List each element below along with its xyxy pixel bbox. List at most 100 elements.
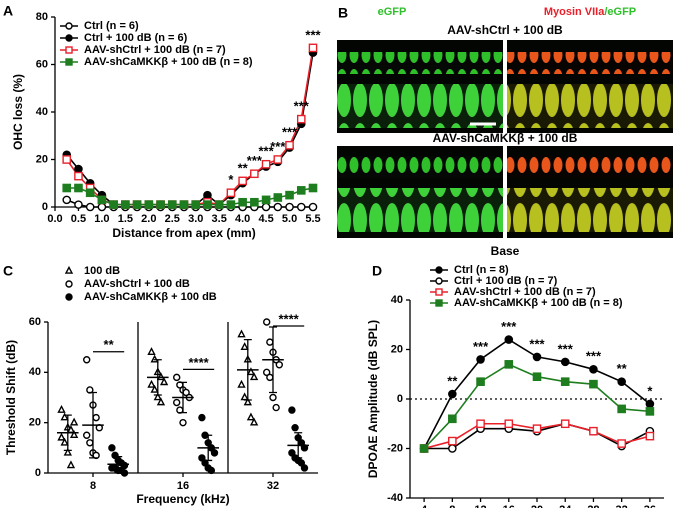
significance-label: *** xyxy=(305,27,321,42)
x-tick-label: 24 xyxy=(559,504,572,508)
marker xyxy=(132,200,142,209)
x-tick-label: 4.0 xyxy=(235,213,250,225)
marker xyxy=(74,200,83,209)
x-tick-label: 32 xyxy=(616,504,628,508)
panel-label: C xyxy=(3,263,13,279)
significance-label: *** xyxy=(270,139,286,154)
marker xyxy=(60,412,69,421)
x-tick-label: 8 xyxy=(449,504,455,508)
marker xyxy=(249,372,259,381)
marker xyxy=(69,417,79,426)
marker xyxy=(300,464,309,472)
legend-marker xyxy=(65,58,73,66)
marker xyxy=(74,164,83,174)
marker xyxy=(109,200,118,209)
y-tick-label: 40 xyxy=(36,106,48,118)
marker xyxy=(147,379,156,388)
marker xyxy=(74,171,83,181)
x-tick-label: 16 xyxy=(503,504,515,508)
marker xyxy=(308,183,318,193)
y-tick-label: -40 xyxy=(387,492,403,504)
marker xyxy=(150,354,159,363)
x-axis-label: Frequency (kHz) xyxy=(136,492,229,506)
marker xyxy=(617,439,626,448)
significance-label: **** xyxy=(188,355,209,370)
marker xyxy=(210,449,219,457)
x-tick-label: 20 xyxy=(531,504,543,508)
significance-label: *** xyxy=(294,99,310,114)
marker xyxy=(179,418,187,427)
legend-label: AAV-shCaMKKβ + 100 dB (n = 8) xyxy=(84,56,253,68)
significance-label: *** xyxy=(258,144,274,159)
legend-marker xyxy=(65,46,73,54)
marker xyxy=(57,432,66,441)
row-label: AAV-shCaMKKβ + 100 dB xyxy=(433,131,578,145)
y-tick-label: -20 xyxy=(387,442,403,454)
marker xyxy=(57,404,66,413)
marker xyxy=(214,200,224,209)
x-tick-label: 0.0 xyxy=(47,213,62,225)
significance-label: *** xyxy=(529,336,545,351)
marker xyxy=(63,447,72,456)
marker xyxy=(156,200,165,209)
marker xyxy=(62,183,72,193)
marker xyxy=(144,200,154,209)
y-tick-label: 0 xyxy=(42,201,48,213)
marker xyxy=(532,372,542,382)
error-bar xyxy=(204,434,213,462)
marker xyxy=(617,404,626,414)
significance-label: ** xyxy=(104,337,115,352)
marker xyxy=(62,155,72,164)
y-tick-label: 40 xyxy=(391,294,403,306)
marker xyxy=(288,449,296,457)
channel-label-red: Myosin VIIa xyxy=(544,6,605,18)
legend-label: Ctrl + 100 dB (n = 6) xyxy=(84,32,188,44)
x-tick-label: 5.5 xyxy=(305,213,320,225)
marker xyxy=(273,202,283,212)
marker xyxy=(308,202,318,212)
marker xyxy=(560,377,570,386)
significance-label: *** xyxy=(282,125,298,140)
marker xyxy=(203,190,212,200)
marker xyxy=(448,389,457,399)
marker xyxy=(448,436,457,446)
marker xyxy=(150,384,159,393)
marker xyxy=(85,202,95,212)
marker xyxy=(82,356,91,364)
marker xyxy=(532,424,542,434)
marker xyxy=(238,197,247,207)
footer-label: Base xyxy=(491,244,520,258)
marker xyxy=(226,188,236,198)
significance-label: *** xyxy=(586,349,602,364)
panel-label: D xyxy=(372,263,382,279)
marker xyxy=(308,43,318,53)
legend-marker xyxy=(435,277,443,285)
y-tick-label: 0 xyxy=(397,393,403,405)
y-tick-label: 20 xyxy=(36,153,48,165)
x-tick-label: 4 xyxy=(421,504,428,508)
y-tick-label: 20 xyxy=(391,343,403,355)
marker xyxy=(240,392,249,401)
marker xyxy=(203,200,212,209)
marker xyxy=(121,200,130,209)
legend-marker xyxy=(65,34,73,42)
series-line xyxy=(66,187,314,206)
x-tick-label: 1.5 xyxy=(118,213,133,225)
row-label: AAV-shCtrl + 100 dB xyxy=(447,23,563,37)
marker xyxy=(97,202,107,212)
x-tick-label: 3.0 xyxy=(188,213,203,225)
marker xyxy=(285,190,294,200)
marker xyxy=(243,397,252,406)
y-axis-label: Threshold Shift (dB) xyxy=(4,340,18,455)
y-tick-label: 0 xyxy=(35,467,41,479)
series-line xyxy=(66,52,314,206)
x-tick-label: 2.0 xyxy=(141,213,156,225)
error-bar xyxy=(179,381,187,414)
marker xyxy=(172,398,181,407)
marker xyxy=(269,393,277,402)
legend-label: Ctrl (n = 8) xyxy=(454,264,509,276)
error-bar xyxy=(243,338,252,401)
marker xyxy=(198,454,206,462)
marker xyxy=(504,360,514,369)
y-tick-label: 80 xyxy=(36,11,48,23)
